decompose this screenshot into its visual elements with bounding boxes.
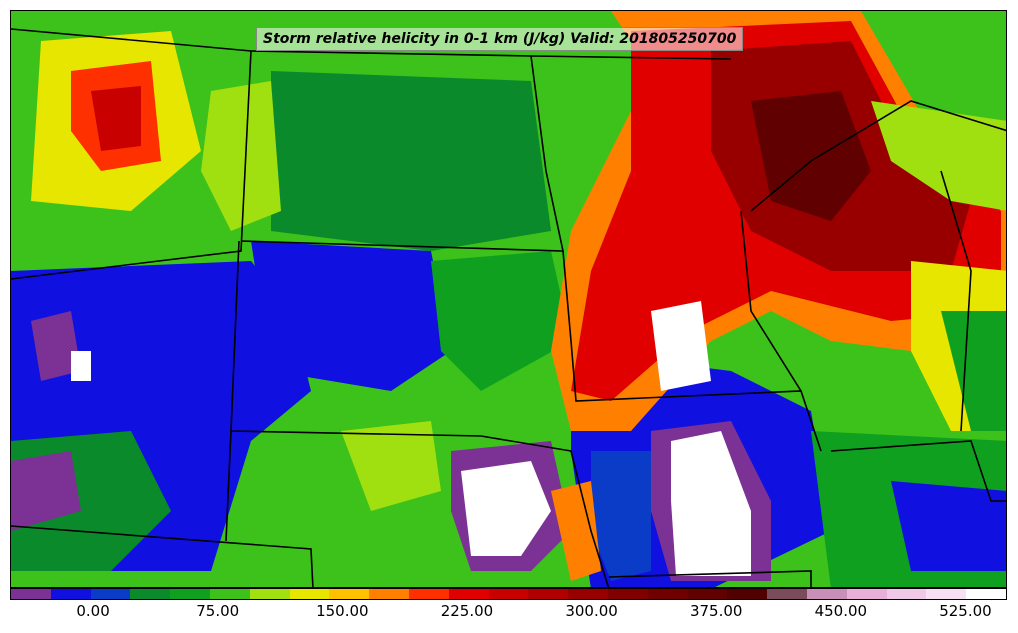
colorbar-swatch <box>687 589 728 599</box>
colorbar-swatch <box>647 589 688 599</box>
colorbar-swatch <box>170 589 210 599</box>
colorbar-swatch <box>329 589 370 599</box>
colorbar-swatch <box>846 589 887 599</box>
colorbar-tick-label: 450.00 <box>814 602 868 620</box>
border-ks-mo <box>570 450 610 587</box>
colorbar-tick-label: 225.00 <box>440 602 494 620</box>
colorbar-ticks: 0.00 75.00 150.00 225.00 300.00 375.00 450.00 5… <box>10 602 1007 624</box>
colorbar-tick-label: 375.00 <box>689 602 743 620</box>
colorbar-tick-label: 0.00 <box>76 602 110 620</box>
field-yellowgreen-s <box>341 421 441 511</box>
colorbar-swatch <box>806 589 847 599</box>
field-blue-south <box>591 451 651 581</box>
colorbar-tick-label: 150.00 <box>316 602 369 620</box>
colorbar-swatch <box>50 589 91 599</box>
colorbar-swatch <box>528 589 569 599</box>
colorbar-swatch <box>607 589 648 599</box>
field-yellowgreen-ne <box>871 101 1006 211</box>
border-canada <box>11 28 732 60</box>
field-white-se <box>671 431 751 576</box>
colorbar-swatch <box>249 589 290 599</box>
political-borders <box>11 28 1006 587</box>
colorbar-swatch <box>966 589 1006 599</box>
border-ok <box>608 570 812 587</box>
border-ut-nm <box>11 525 314 587</box>
colorbar-tick-label: 300.00 <box>565 602 618 620</box>
colorbar <box>10 588 1007 600</box>
field-yellowgreen-w <box>201 81 281 231</box>
map-title: Storm relative helicity in 0-1 km (J/kg)… <box>256 27 744 51</box>
colorbar-swatch <box>11 589 51 599</box>
colorbar-swatch <box>886 589 927 599</box>
field-blue-se <box>891 481 1006 571</box>
colorbar-swatch <box>408 589 449 599</box>
field-white-center <box>651 301 711 391</box>
field-darkred-nw <box>91 86 141 151</box>
colorbar-swatch <box>369 589 409 599</box>
border-lake-superior <box>750 100 1006 212</box>
field-orange-south <box>551 481 601 581</box>
helicity-map: Storm relative helicity in 0-1 km (J/kg)… <box>10 10 1007 588</box>
colorbar-tick-label: 525.00 <box>939 602 992 620</box>
colorbar-swatch <box>926 589 967 599</box>
colorbar-swatch <box>289 589 330 599</box>
colorbar-swatch <box>568 589 608 599</box>
field-white-south <box>461 461 551 556</box>
border-michigan <box>940 170 972 432</box>
field-darkgreen-north <box>271 71 551 251</box>
colorbar-swatch <box>209 589 250 599</box>
field-maroon-core <box>751 91 871 221</box>
map-fields-svg <box>11 11 1006 587</box>
colorbar-tick-label: 75.00 <box>196 602 240 620</box>
border-il-in <box>830 440 1006 502</box>
colorbar-swatch <box>488 589 529 599</box>
colorbar-swatch <box>727 589 768 599</box>
border-dakotas <box>240 55 564 252</box>
field-green-center <box>431 251 571 391</box>
border-mn-wi <box>740 210 802 392</box>
border-mt-wy <box>11 50 252 280</box>
border-co-west <box>225 430 232 542</box>
colorbar-swatch <box>130 589 171 599</box>
field-purple-sw <box>11 451 81 531</box>
border-wy-co <box>230 240 572 452</box>
colorbar-swatch <box>767 589 807 599</box>
field-white-west <box>71 351 91 381</box>
border-ne-ia <box>562 250 822 452</box>
colorbar-swatch <box>90 589 131 599</box>
field-blue-central <box>251 241 451 391</box>
field-purple-west <box>31 311 81 381</box>
field-green-east <box>941 311 1006 431</box>
colorbar-swatch <box>448 589 489 599</box>
